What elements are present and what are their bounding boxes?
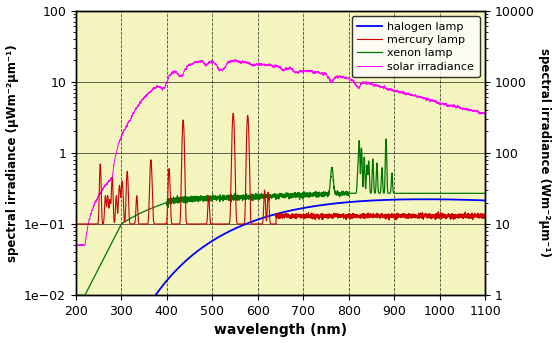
mercury lamp: [245, 114, 251, 118]
halogen lamp: [482, 198, 488, 202]
xenon lamp: [482, 191, 488, 196]
mercury lamp: [370, 212, 377, 216]
solar irradiance: [267, 63, 274, 68]
xenon lamp: [267, 194, 273, 199]
solar irradiance: [248, 62, 255, 67]
Line: mercury lamp: mercury lamp: [76, 113, 485, 224]
xenon lamp: [245, 195, 251, 199]
xenon lamp: [248, 197, 255, 201]
Line: xenon lamp: xenon lamp: [76, 139, 485, 295]
Line: halogen lamp: halogen lamp: [76, 199, 485, 343]
halogen lamp: [421, 197, 428, 201]
halogen lamp: [248, 220, 255, 224]
solar irradiance: [482, 112, 488, 116]
halogen lamp: [267, 214, 273, 218]
solar irradiance: [232, 57, 239, 61]
mercury lamp: [230, 111, 237, 115]
Y-axis label: spectral irradiance (Wm⁻²μm⁻¹): spectral irradiance (Wm⁻²μm⁻¹): [539, 48, 551, 257]
mercury lamp: [449, 215, 456, 219]
mercury lamp: [248, 221, 255, 225]
xenon lamp: [470, 191, 476, 196]
halogen lamp: [245, 221, 251, 225]
Y-axis label: spectral irradiance (μWm⁻²μm⁻¹): spectral irradiance (μWm⁻²μm⁻¹): [6, 44, 18, 262]
Legend: halogen lamp, mercury lamp, xenon lamp, solar irradiance: halogen lamp, mercury lamp, xenon lamp, …: [351, 16, 480, 77]
solar irradiance: [449, 104, 456, 108]
solar irradiance: [245, 61, 251, 65]
mercury lamp: [72, 222, 79, 226]
xenon lamp: [72, 293, 79, 297]
solar irradiance: [72, 244, 79, 248]
halogen lamp: [470, 198, 476, 202]
mercury lamp: [267, 222, 274, 226]
mercury lamp: [482, 213, 488, 217]
Line: solar irradiance: solar irradiance: [76, 59, 485, 246]
xenon lamp: [383, 137, 389, 141]
halogen lamp: [370, 198, 377, 202]
solar irradiance: [370, 83, 377, 87]
mercury lamp: [470, 213, 476, 217]
halogen lamp: [449, 198, 456, 202]
solar irradiance: [470, 109, 476, 113]
xenon lamp: [449, 191, 456, 196]
X-axis label: wavelength (nm): wavelength (nm): [214, 323, 347, 338]
xenon lamp: [370, 161, 377, 165]
